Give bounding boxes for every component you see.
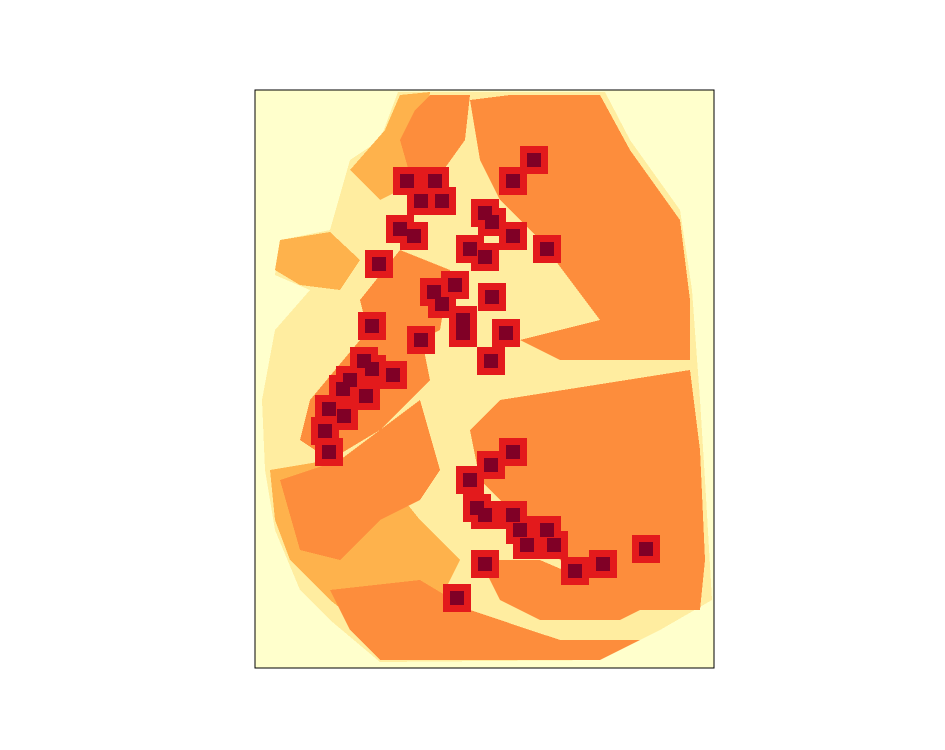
site-core [372,257,386,271]
site-core [540,523,554,537]
fringe-zone [275,232,360,290]
site-core [596,557,610,571]
orange-zone [280,400,440,560]
site-core [427,285,441,299]
site-core [484,354,498,368]
site-core [463,242,477,256]
site-core [506,229,520,243]
site-core [448,278,462,292]
site-core [485,290,499,304]
site-core [337,409,351,423]
site-core [318,424,332,438]
site-markers [311,146,660,612]
site-core [568,564,582,578]
site-core [547,538,561,552]
site-core [365,319,379,333]
site-core [322,445,336,459]
site-core [520,538,534,552]
site-core [365,362,379,376]
site-core [485,215,499,229]
site-core [456,313,470,327]
orange-zone [480,560,660,620]
site-core [478,508,492,522]
site-core [499,326,513,340]
site-core [506,174,520,188]
site-core [527,153,541,167]
site-core [428,174,442,188]
site-core [407,229,421,243]
site-core [359,389,373,403]
site-core [506,508,520,522]
site-core [463,473,477,487]
site-core [513,523,527,537]
site-core [478,250,492,264]
site-core [450,591,464,605]
map-frame [254,89,715,669]
site-core [336,382,350,396]
raster-layer [262,92,712,662]
site-core [322,402,336,416]
site-core [393,222,407,236]
site-core [478,557,492,571]
site-core [484,458,498,472]
site-core [506,445,520,459]
orange-zone [330,580,640,660]
orange-zone [400,95,470,175]
site-core [414,333,428,347]
site-core [435,194,449,208]
site-core [400,174,414,188]
site-core [435,297,449,311]
site-core [386,368,400,382]
site-core [639,542,653,556]
site-core [456,326,470,340]
site-core [414,194,428,208]
site-core [540,242,554,256]
